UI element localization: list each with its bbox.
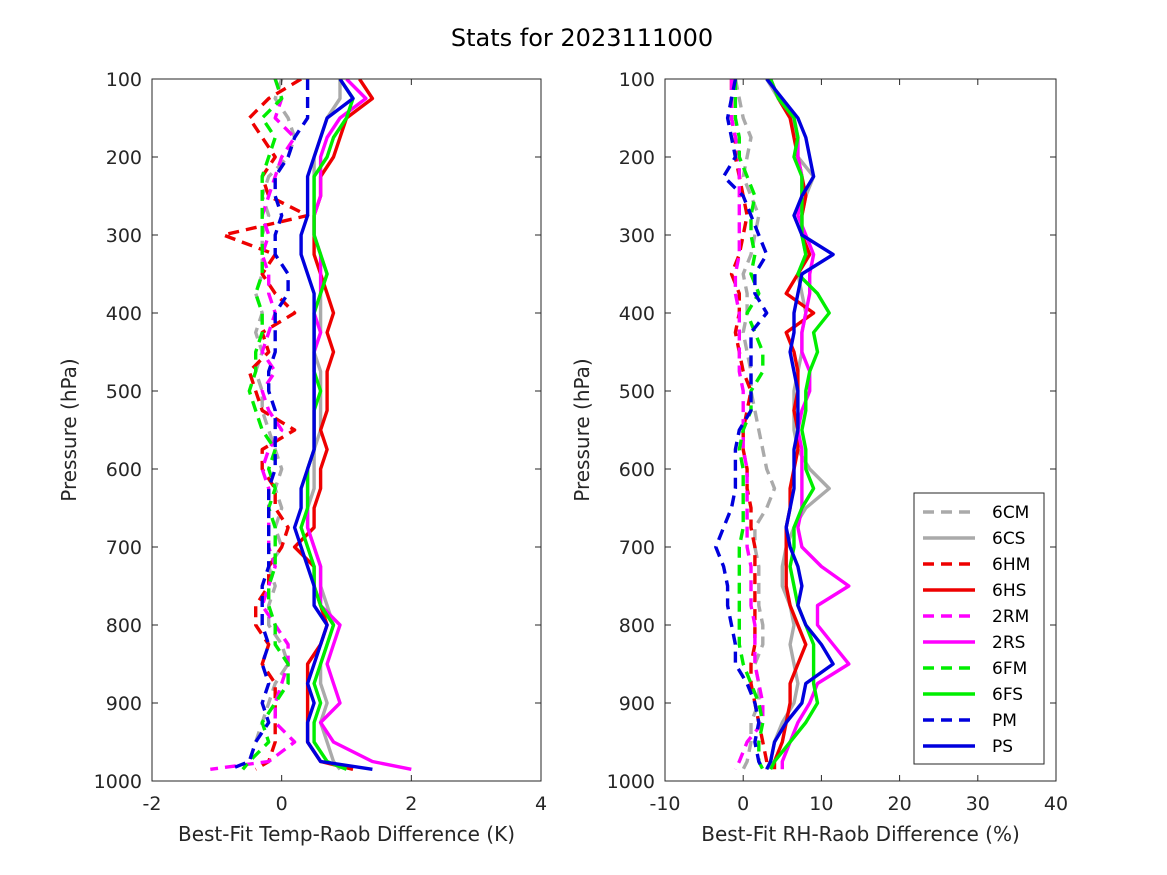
rh-axes-box [664,78,1057,782]
rh-x-ticks: -10 0 10 20 30 40 [649,79,1068,815]
temp-y-tick-label: 600 [106,459,142,481]
rh-y-tick-label: 900 [619,693,655,715]
temp-series-group [210,79,412,771]
temp-x-tick-label: 4 [535,793,547,815]
legend-label-2rs: 2RS [992,633,1025,653]
temp-y-tick-label: 800 [106,615,142,637]
temp-y-tick-label: 500 [106,381,142,403]
rh-series-pm [714,79,769,771]
legend-label-6hs: 6HS [992,581,1026,601]
rh-y-tick-label: 700 [619,537,655,559]
rh-y-tick-label: 800 [619,615,655,637]
legend-label-6cs: 6CS [992,529,1025,549]
temp-y-tick-label: 900 [106,693,142,715]
temp-series-ps [292,79,373,771]
figure-title: Stats for 2023111000 [451,24,713,52]
rh-y-tick-label: 100 [619,69,655,91]
rh-x-tick-label: 10 [809,793,833,815]
temp-y-tick-label: 700 [106,537,142,559]
legend-label-2rm: 2RM [992,607,1029,627]
rh-series-group [714,79,851,771]
rh-x-tick-label: 30 [966,793,990,815]
rh-series-6cm [733,79,777,771]
temp-series-pm [229,79,310,771]
temp-y-axis-label: Pressure (hPa) [57,358,81,501]
rh-x-axis-label: Best-Fit RH-Raob Difference (%) [701,822,1020,846]
temp-y-tick-label: 300 [106,225,142,247]
rh-x-tick-label: 40 [1044,793,1068,815]
legend-label-6hm: 6HM [992,555,1030,575]
temp-x-tick-label: 0 [276,793,288,815]
temperature-panel: 100 200 300 400 500 600 700 800 900 1000-2 0 2 4 Best… [57,69,547,846]
legend-label-6fm: 6FM [992,659,1027,679]
rh-y-tick-label: 1000 [607,771,655,793]
temp-x-tick-label: -2 [143,793,162,815]
temp-y-tick-label: 200 [106,147,142,169]
rh-y-tick-label: 300 [619,225,655,247]
rh-x-tick-label: 20 [888,793,912,815]
legend-label-6fs: 6FS [992,685,1023,705]
legend-label-6cm: 6CM [992,503,1029,523]
rh-y-tick-label: 500 [619,381,655,403]
rh-y-tick-label: 200 [619,147,655,169]
humidity-panel: 100 200 300 400 500 600 700 800 900 1000-10 0 10 20 3… [570,69,1068,846]
temp-x-axis-label: Best-Fit Temp-Raob Difference (K) [178,822,515,846]
rh-series-6fm [733,79,765,771]
temp-axes-box [151,78,542,782]
legend-label-pm: PM [992,711,1017,731]
temp-y-tick-label: 100 [106,69,142,91]
rh-y-tick-label: 600 [619,459,655,481]
legend-label-ps: PS [992,737,1013,757]
rh-y-ticks: 100 200 300 400 500 600 700 800 900 1000 [607,69,1056,793]
temp-series-6fm [241,79,290,771]
temp-series-6hm [221,79,310,771]
legend: 6CM 6CS 6HM 6HS 2RM 2RS 6FM 6FS PM PS [913,492,1045,765]
rh-x-tick-label: 0 [737,793,749,815]
temp-x-ticks: -2 0 2 4 [143,79,547,815]
rh-y-tick-label: 400 [619,303,655,325]
temp-y-tick-label: 400 [106,303,142,325]
temp-y-tick-label: 1000 [94,771,142,793]
rh-x-tick-label: -10 [649,793,680,815]
rh-series-6hm [729,79,769,770]
rh-y-axis-label: Pressure (hPa) [570,358,594,501]
temp-x-tick-label: 2 [405,793,417,815]
rh-series-6hs [769,79,816,770]
temp-y-ticks: 100 200 300 400 500 600 700 800 900 1000 [94,69,541,793]
rh-series-ps [765,79,835,771]
